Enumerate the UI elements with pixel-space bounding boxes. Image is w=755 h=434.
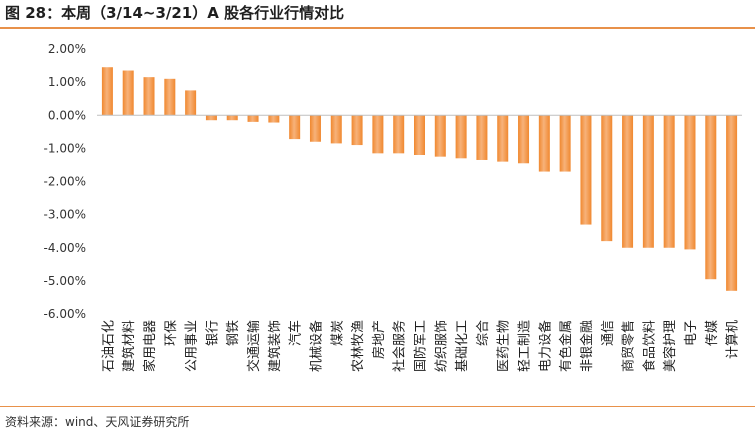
bar-chart: 2.00% 1.00% 0.00% -1.00% -2.00% -3.00% -4.00% -… bbox=[44, 42, 742, 372]
x-category-label: 环保 bbox=[164, 320, 179, 346]
y-tick-label: -3.00% bbox=[44, 208, 86, 222]
bar bbox=[309, 115, 321, 142]
bar bbox=[559, 115, 571, 172]
bar bbox=[434, 115, 446, 157]
x-category-label: 商贸零售 bbox=[621, 320, 637, 372]
bar bbox=[538, 115, 550, 172]
x-category-label: 美容护理 bbox=[662, 320, 678, 372]
bar bbox=[393, 115, 405, 154]
y-tick-label: -2.00% bbox=[44, 175, 86, 189]
bar bbox=[289, 115, 301, 140]
bar bbox=[455, 115, 467, 159]
bar bbox=[351, 115, 363, 146]
x-category-label: 国防军工 bbox=[413, 320, 429, 372]
x-category-label: 传媒 bbox=[705, 320, 720, 346]
y-tick-label: -1.00% bbox=[44, 141, 86, 155]
bar bbox=[518, 115, 530, 164]
bar bbox=[684, 115, 696, 250]
bar bbox=[476, 115, 488, 160]
bar bbox=[642, 115, 654, 248]
bar bbox=[330, 115, 342, 144]
x-category-label: 钢铁 bbox=[226, 320, 241, 346]
y-tick-label: 2.00% bbox=[48, 42, 86, 56]
x-category-label: 机械设备 bbox=[308, 320, 324, 372]
x-category-label: 轻工制造 bbox=[518, 320, 533, 372]
x-category-label: 汽车 bbox=[288, 320, 304, 346]
bar bbox=[101, 67, 113, 116]
bar bbox=[268, 115, 280, 123]
x-category-label: 社会服务 bbox=[392, 320, 408, 372]
x-category-label: 医药生物 bbox=[497, 320, 512, 372]
x-category-label: 非银金融 bbox=[579, 320, 595, 372]
x-category-label: 纺织服饰 bbox=[434, 320, 449, 372]
chart-title: 图 28：本周（3/14~3/21）A 股各行业行情对比 bbox=[5, 4, 345, 22]
x-category-label: 通信 bbox=[601, 320, 616, 346]
x-category-label: 食品饮料 bbox=[641, 320, 657, 372]
x-category-label: 基础化工 bbox=[455, 320, 470, 372]
bar bbox=[705, 115, 717, 280]
x-category-label: 电子 bbox=[684, 320, 699, 346]
y-tick-label: 1.00% bbox=[48, 75, 86, 89]
bar bbox=[414, 115, 425, 155]
bar bbox=[601, 115, 613, 242]
bar bbox=[122, 70, 134, 116]
x-axis-labels: 石油石化 建筑材料 家用电器 环保 公用事业 银行 钢铁 交通运输 建筑装饰 汽车 机械设备 煤炭 农林… bbox=[101, 320, 740, 372]
bar bbox=[497, 115, 509, 162]
bar bbox=[580, 115, 592, 225]
x-category-label: 交通运输 bbox=[246, 320, 262, 372]
x-category-label: 综合 bbox=[476, 320, 491, 346]
x-category-label: 建筑装饰 bbox=[267, 320, 283, 372]
x-category-label: 房地产 bbox=[371, 320, 387, 359]
x-category-label: 家用电器 bbox=[142, 320, 158, 372]
y-tick-label: -5.00% bbox=[44, 274, 86, 288]
bar bbox=[205, 115, 217, 121]
x-category-label: 公用事业 bbox=[185, 320, 200, 372]
bar bbox=[726, 115, 738, 291]
bar bbox=[143, 77, 155, 116]
x-category-label: 建筑材料 bbox=[121, 320, 137, 372]
y-tick-label: 0.00% bbox=[48, 108, 86, 122]
x-category-label: 银行 bbox=[205, 320, 220, 346]
bar bbox=[622, 115, 634, 248]
footer-rule bbox=[0, 406, 755, 407]
bar bbox=[185, 90, 197, 116]
title-rule bbox=[0, 27, 755, 29]
x-category-label: 计算机 bbox=[726, 320, 741, 359]
x-category-label: 电力设备 bbox=[537, 320, 553, 372]
bar bbox=[226, 115, 238, 121]
bar bbox=[372, 115, 384, 154]
bars bbox=[101, 67, 738, 291]
x-category-label: 石油石化 bbox=[101, 320, 116, 372]
y-tick-label: -4.00% bbox=[44, 241, 86, 255]
bar bbox=[164, 78, 176, 116]
y-axis: 2.00% 1.00% 0.00% -1.00% -2.00% -3.00% -4.00% -… bbox=[44, 42, 86, 321]
x-category-label: 有色金属 bbox=[558, 320, 574, 372]
x-category-label: 煤炭 bbox=[330, 320, 345, 346]
bar bbox=[247, 115, 259, 122]
y-tick-label: -6.00% bbox=[44, 307, 86, 321]
bar bbox=[663, 115, 675, 248]
x-category-label: 农林牧渔 bbox=[351, 320, 366, 372]
source-note: 资料来源：wind、天风证券研究所 bbox=[5, 415, 190, 429]
